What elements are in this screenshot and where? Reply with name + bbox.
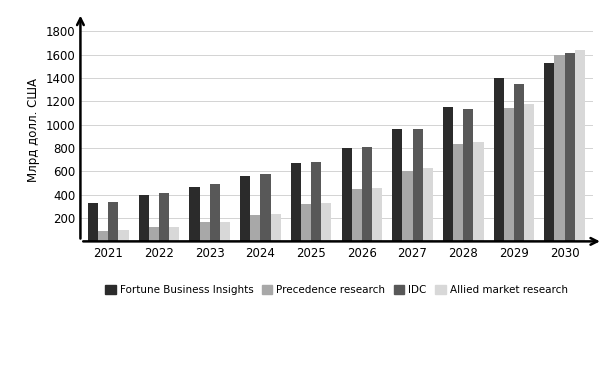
Bar [493,78,504,241]
Bar [270,214,281,241]
Bar [98,231,109,241]
Bar [514,84,524,241]
Bar [291,163,301,241]
Bar [301,204,311,241]
Y-axis label: Млрд долл. США: Млрд долл. США [27,79,40,182]
Bar [413,129,422,241]
Bar [575,50,585,241]
Bar [118,230,129,241]
Bar [200,222,210,241]
Bar [240,176,250,241]
Bar [88,203,98,241]
Bar [362,148,372,241]
Bar [504,108,514,241]
Bar [392,129,402,241]
Bar [402,171,413,241]
Bar [261,174,270,241]
Bar [453,145,463,241]
Bar [220,222,230,241]
Bar [443,107,453,241]
Bar [352,189,362,241]
Bar [250,215,261,241]
Bar [139,195,149,241]
Bar [524,104,534,241]
Bar [422,168,433,241]
Bar [311,162,321,241]
Bar [149,228,159,241]
Bar [473,142,484,241]
Bar [321,203,332,241]
Bar [159,193,169,241]
Bar [341,148,352,241]
Bar [109,202,118,241]
Bar [372,188,382,241]
Bar [169,227,179,241]
Legend: Fortune Business Insights, Precedence research, IDC, Allied market research: Fortune Business Insights, Precedence re… [102,282,571,298]
Bar [555,55,565,241]
Bar [210,184,220,241]
Bar [544,63,555,241]
Bar [463,109,473,241]
Bar [189,187,200,241]
Bar [565,53,575,241]
